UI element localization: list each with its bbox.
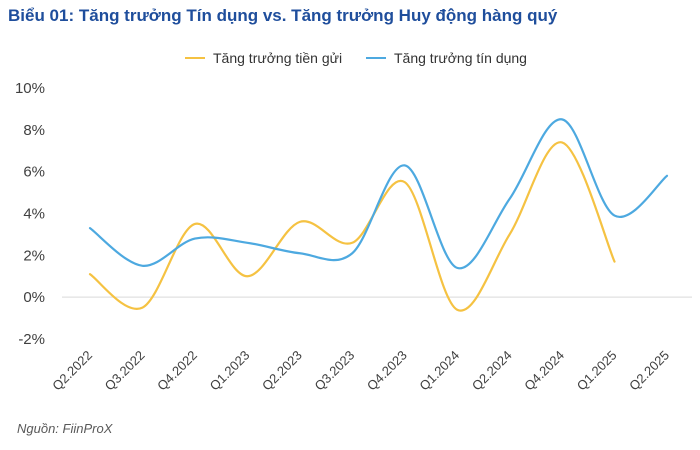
x-tick-label: Q4.2022	[154, 348, 200, 394]
legend-item-credit: Tăng trưởng tín dụng	[366, 50, 527, 66]
series-line-deposit	[88, 141, 616, 312]
legend-label-deposit: Tăng trưởng tiền gửi	[213, 50, 343, 66]
x-tick-label: Q3.2022	[102, 348, 148, 394]
legend-label-credit: Tăng trưởng tín dụng	[394, 50, 527, 66]
x-tick-label: Q1.2023	[207, 348, 253, 394]
chart-title: Biểu 01: Tăng trưởng Tín dụng vs. Tăng t…	[8, 6, 558, 25]
legend-item-deposit: Tăng trưởng tiền gửi	[185, 50, 342, 66]
x-tick-label: Q2.2025	[626, 348, 672, 394]
legend-swatch-deposit	[185, 57, 205, 59]
y-tick-label: 4%	[23, 206, 45, 223]
x-tick-label: Q3.2023	[311, 348, 357, 394]
y-tick-label: 10%	[15, 80, 45, 97]
x-tick-label: Q4.2024	[521, 348, 567, 394]
x-tick-label: Q1.2025	[574, 348, 620, 394]
x-tick-label: Q2.2024	[469, 348, 515, 394]
series-line-credit	[88, 118, 669, 270]
y-tick-label: 8%	[23, 122, 45, 139]
x-tick-label: Q2.2023	[259, 348, 305, 394]
y-tick-label: 0%	[23, 289, 45, 306]
y-tick-label: 2%	[23, 247, 45, 264]
x-tick-label: Q4.2023	[364, 348, 410, 394]
y-tick-label: 6%	[23, 164, 45, 181]
legend-swatch-credit	[366, 57, 386, 59]
legend: Tăng trưởng tiền gửi Tăng trưởng tín dụn…	[0, 50, 700, 70]
x-tick-label: Q2.2022	[49, 348, 95, 394]
x-tick-label: Q1.2024	[416, 348, 462, 394]
y-tick-label: -2%	[18, 331, 45, 348]
source-note: Nguồn: FiinProX	[17, 421, 113, 436]
